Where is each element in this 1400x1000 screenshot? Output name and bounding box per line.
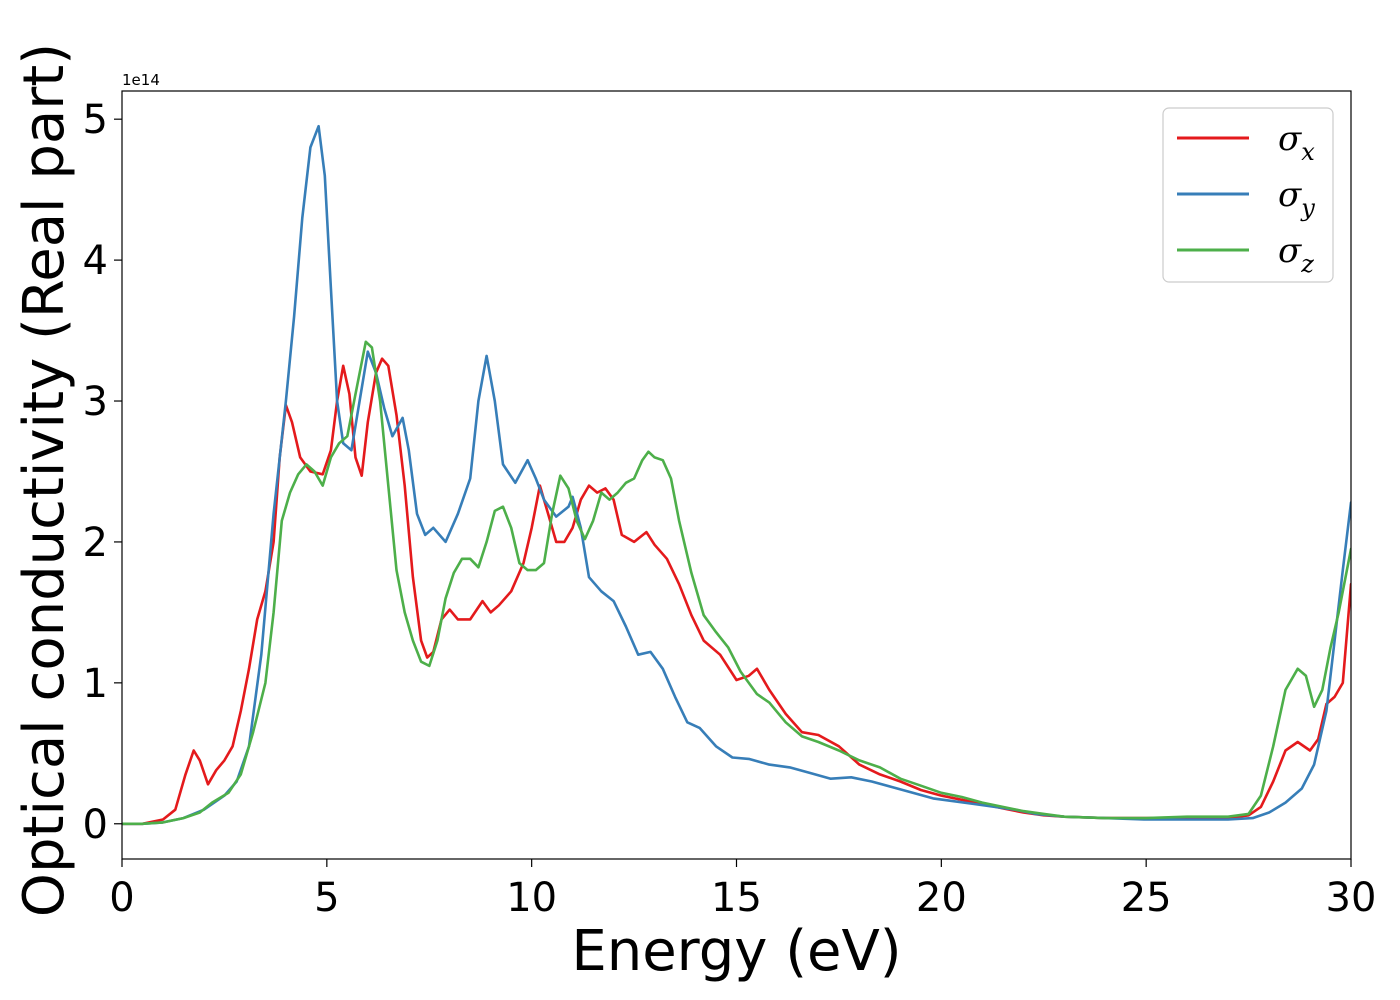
- x-tick-label: 10: [506, 875, 557, 921]
- series-line-x: [122, 357, 1351, 826]
- y-axis-title: Optical conductivity (Real part): [12, 43, 77, 917]
- x-axis-title: Energy (eV): [571, 919, 901, 984]
- legend-label-z: σz: [1278, 231, 1314, 278]
- series-line-z: [122, 340, 1351, 826]
- y-tick-label: 1: [83, 661, 108, 707]
- x-axis-ticks: 0 5 10 15 20 25 30: [109, 859, 1376, 921]
- x-tick-label: 0: [109, 875, 134, 921]
- y-axis-offset-label: 1e14: [122, 71, 160, 89]
- y-axis-ticks: 0 1 2 3 4 5: [83, 97, 122, 848]
- y-tick-label: 2: [83, 520, 108, 566]
- legend: σx σy σz: [1162, 107, 1334, 283]
- legend-label-x: σx: [1278, 119, 1315, 166]
- y-tick-label: 4: [83, 238, 108, 284]
- y-tick-label: 5: [83, 97, 108, 143]
- x-tick-label: 20: [916, 875, 967, 921]
- legend-label-y: σy: [1278, 175, 1315, 222]
- x-tick-label: 15: [711, 875, 762, 921]
- x-tick-label: 5: [314, 875, 339, 921]
- x-tick-label: 25: [1121, 875, 1172, 921]
- series-layer: [122, 124, 1351, 826]
- x-tick-label: 30: [1326, 875, 1377, 921]
- y-tick-label: 3: [83, 379, 108, 425]
- y-tick-label: 0: [83, 802, 108, 848]
